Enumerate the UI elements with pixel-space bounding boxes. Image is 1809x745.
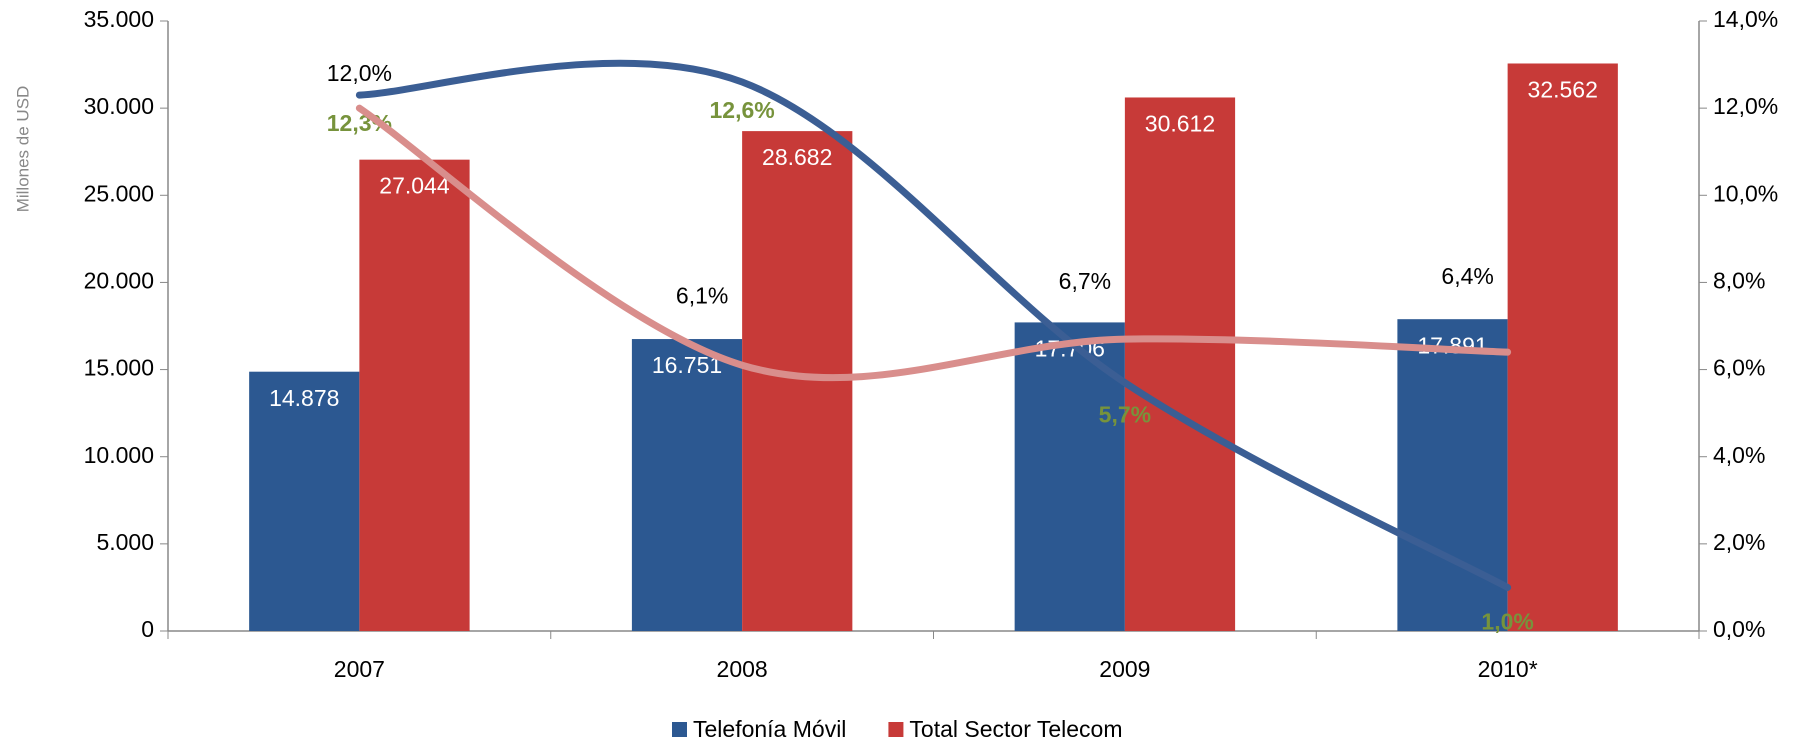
bar-value-label: 30.612	[1145, 111, 1215, 137]
line	[355, 104, 1512, 382]
bar	[249, 371, 360, 631]
y2-tick-label: 0,0%	[1713, 616, 1765, 642]
y2-tick-label: 14,0%	[1713, 6, 1778, 32]
x-tick-label: 2008	[717, 656, 768, 682]
y-tick-label: 35.000	[84, 6, 154, 32]
y2-tick-label: 8,0%	[1713, 268, 1765, 294]
x-tick-label: 2007	[334, 656, 385, 682]
bar-value-label: 32.562	[1528, 77, 1598, 103]
y-tick-label: 5.000	[96, 529, 154, 555]
legend-swatch	[888, 722, 904, 737]
line-value-label: 5,7%	[1099, 402, 1151, 428]
line-value-label: 6,7%	[1059, 268, 1111, 294]
line-value-label: 1,0%	[1481, 609, 1533, 635]
bar-value-label: 27.044	[379, 173, 450, 199]
y-tick-label: 30.000	[84, 93, 154, 119]
line-value-label: 12,0%	[327, 60, 392, 86]
bar	[631, 339, 743, 631]
y-tick-label: 15.000	[84, 355, 154, 381]
legend-swatch	[672, 722, 687, 737]
y-tick-label: 10.000	[84, 442, 154, 468]
bar	[359, 159, 470, 631]
y-tick-label: 0	[141, 616, 154, 642]
y2-tick-label: 12,0%	[1713, 93, 1778, 119]
bar-value-label: 28.682	[762, 144, 832, 170]
y-tick-label: 25.000	[84, 180, 154, 206]
y2-tick-label: 6,0%	[1713, 355, 1765, 381]
y-tick-label: 20.000	[84, 268, 154, 294]
x-tick-label: 2010*	[1478, 656, 1538, 682]
bar	[1507, 63, 1618, 632]
line-value-label: 6,1%	[676, 282, 728, 308]
bar-value-label: 14.878	[269, 385, 339, 411]
y2-tick-label: 4,0%	[1713, 442, 1765, 468]
y-axis-title: Millones de USD	[13, 86, 32, 213]
bar	[1124, 97, 1236, 632]
legend-label: Total Sector Telecom	[909, 716, 1122, 742]
legend-label: Telefonía Móvil	[693, 716, 846, 742]
x-tick-label: 2009	[1099, 656, 1150, 682]
line-value-label: 6,4%	[1441, 263, 1493, 289]
line	[355, 59, 1512, 591]
y2-tick-label: 10,0%	[1713, 180, 1778, 206]
bar	[1397, 319, 1508, 631]
line-value-label: 12,6%	[710, 97, 775, 123]
y2-tick-label: 2,0%	[1713, 529, 1765, 555]
